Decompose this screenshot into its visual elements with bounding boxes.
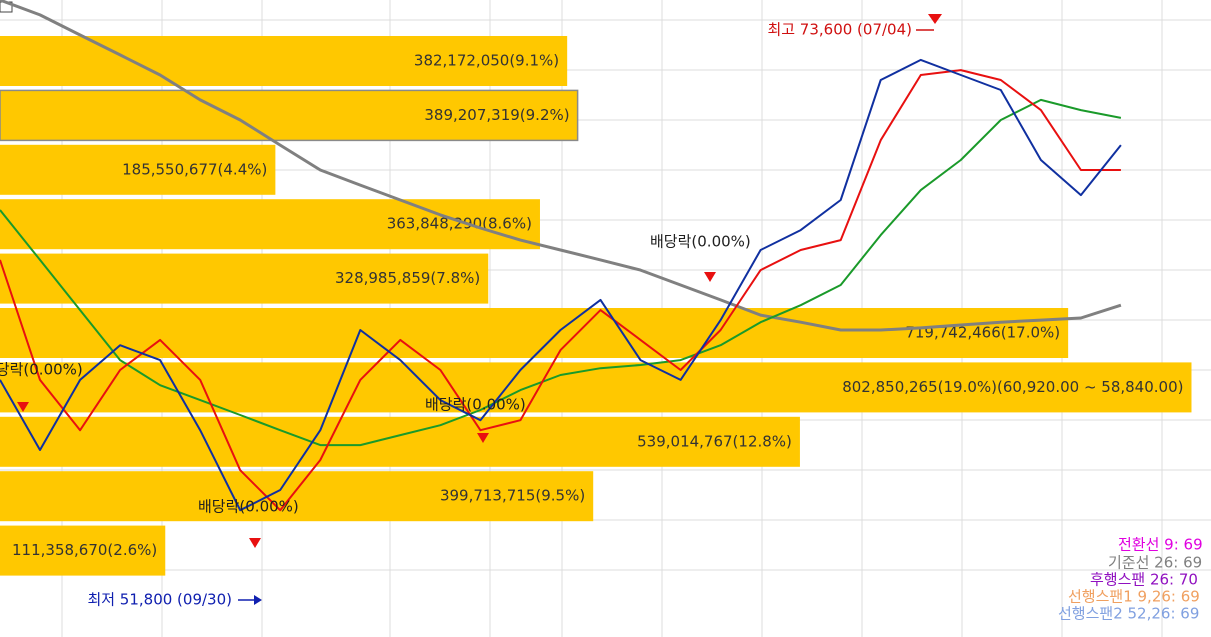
legend-entry: 기준선 26: 69 [1108,554,1202,572]
legend-entry: 후행스팬 26: 70 [1090,571,1198,589]
volume-bar [0,36,568,86]
annotation: 최고 73,600 (07/04) [767,21,912,39]
volume-bar [0,471,594,522]
volume-label: 802,850,265(19.0%)(60,920.00 ~ 58,840.00… [842,378,1183,396]
volume-bar [0,416,800,467]
dividend-arrow [477,433,489,443]
ma-line [0,58,1122,512]
dividend-arrow [704,272,716,282]
legend-entry: 선행스팬2 52,26: 69 [1058,605,1199,623]
annotation: 배당락(0.00%) [0,361,83,379]
volume-label: 363,848,290(8.6%) [387,215,532,233]
volume-bar [0,253,489,304]
legend-entry: 전환선 9: 69 [1118,536,1203,554]
ma-line [0,98,1122,447]
dividend-arrow [249,538,261,548]
volume-label: 328,985,859(7.8%) [335,269,480,287]
volume-bar [0,199,540,250]
volume-label: 111,358,670(2.6%) [12,541,157,559]
ma-line [0,69,1121,512]
annotation: 배당락(0.00%) [650,233,751,251]
volume-bar [0,144,276,195]
volume-label: 185,550,677(4.4%) [122,160,267,178]
ma-line [0,0,1122,332]
volume-label: 719,742,466(17.0%) [905,324,1060,342]
dividend-arrow [17,402,29,412]
annotation: 배당락(0.00%) [198,498,299,516]
volume-label: 389,207,319(9.2%) [424,106,569,124]
volume-label: 539,014,767(12.8%) [637,432,792,450]
annotation: 최저 51,800 (09/30) [87,591,232,609]
legend-entry: 선행스팬1 9,26: 69 [1068,588,1200,606]
volume-bar [0,525,166,576]
volume-bar [0,308,1069,358]
volume-bar [0,89,579,142]
volume-bar [0,362,1192,413]
volume-label: 399,713,715(9.5%) [440,487,585,505]
volume-label: 382,172,050(9.1%) [414,52,559,70]
moving-averages [0,0,1122,512]
annotation: 배당락(0.00%) [425,396,526,414]
high-marker [928,14,942,24]
annotations: 최고 73,600 (07/04) 최저 51,800 (09/30) 배당락(0.… [0,14,942,609]
volume-profile: 382,172,050(9.1%) 389,207,319(9.2%) 185,55… [0,36,1192,576]
low-arrowhead [254,595,262,605]
